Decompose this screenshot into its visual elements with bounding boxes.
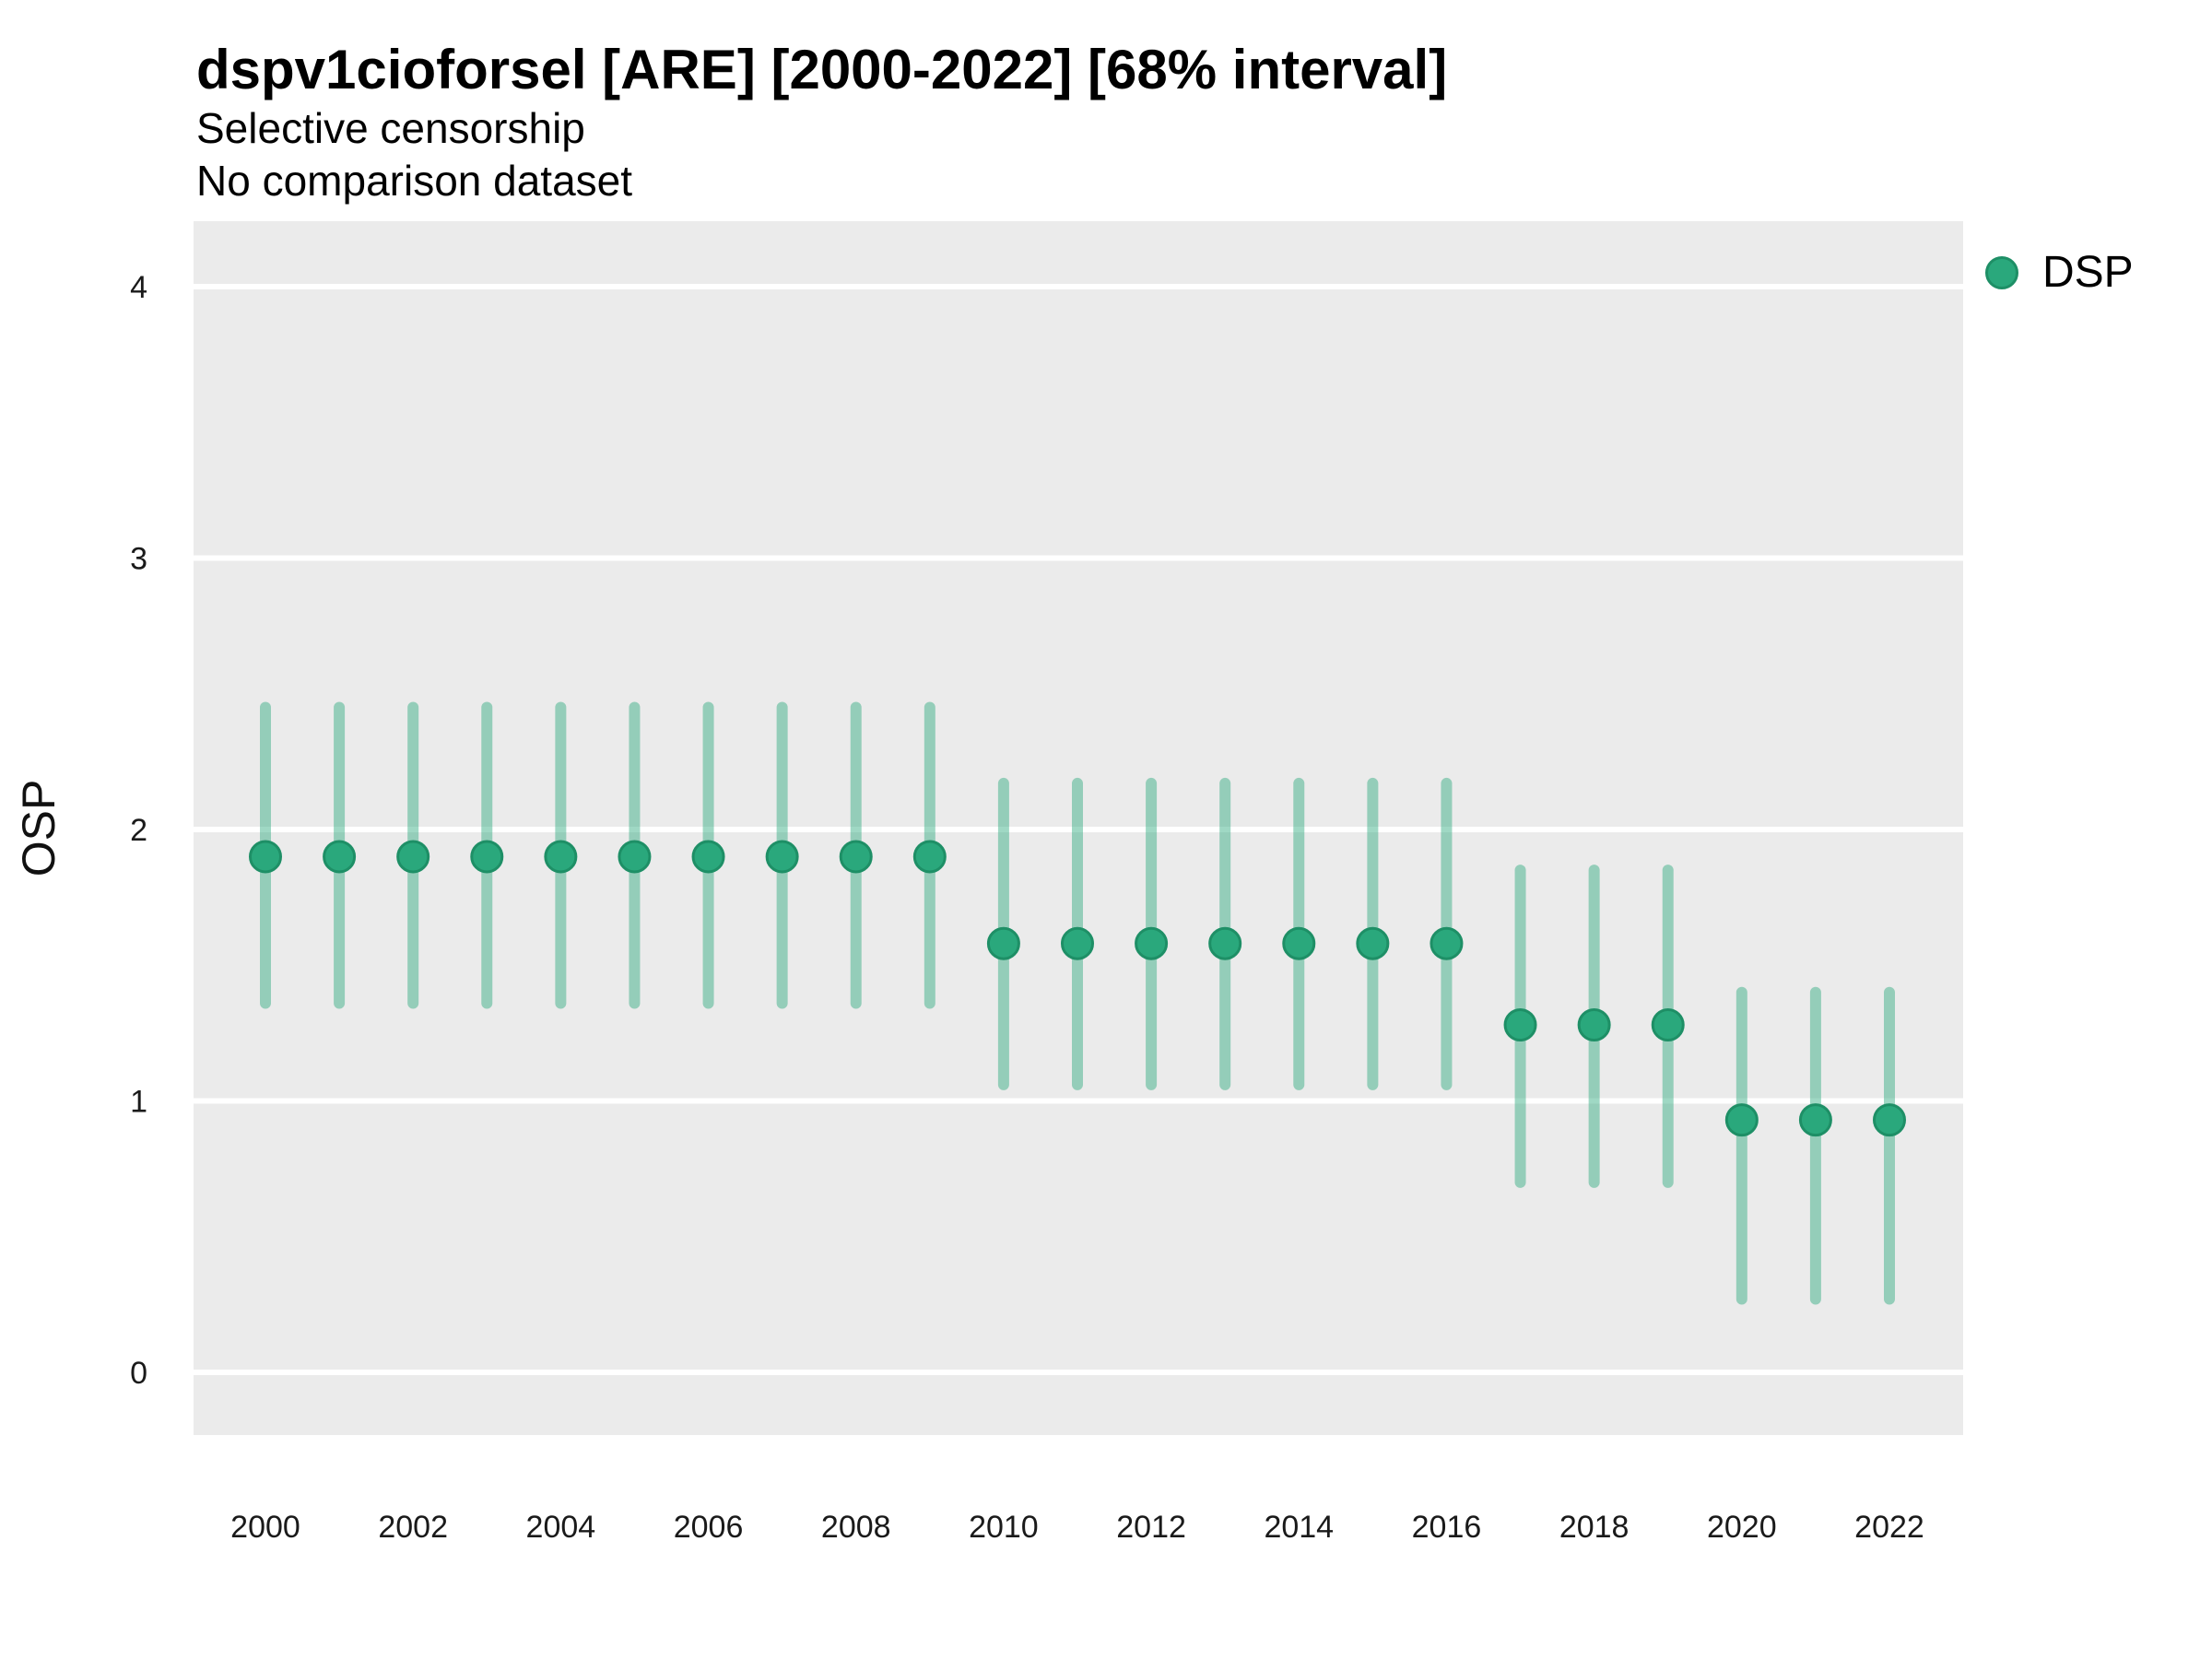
y-tick-label-3: 3 [130,542,147,577]
point-2014 [1282,926,1316,960]
x-tick-label-2004: 2004 [526,1510,596,1545]
point-2017 [1503,1008,1537,1042]
point-2011 [1061,926,1094,960]
x-tick-label-2016: 2016 [1412,1510,1482,1545]
point-2009 [912,840,947,874]
point-2007 [765,840,799,874]
x-tick-label-2012: 2012 [1116,1510,1186,1545]
point-2000 [249,840,282,874]
chart-subtitle: Selective censorship [196,104,585,152]
point-2006 [691,840,725,874]
point-2002 [396,840,430,874]
y-tick-label-2: 2 [130,813,147,848]
point-2022 [1873,1103,1906,1137]
x-tick-label-2006: 2006 [674,1510,744,1545]
legend-point-icon [1985,256,2018,289]
point-2005 [618,840,652,874]
y-tick-label-4: 4 [130,270,147,305]
point-2016 [1430,926,1464,960]
point-2010 [986,926,1020,960]
point-2012 [1135,926,1169,960]
x-tick-label-2002: 2002 [378,1510,448,1545]
point-2003 [470,840,504,874]
point-2001 [323,840,357,874]
x-tick-label-2000: 2000 [230,1510,300,1545]
x-tick-label-2022: 2022 [1854,1510,1924,1545]
point-2019 [1651,1008,1685,1042]
chart-title: dspv1cioforsel [ARE] [2000-2022] [68% in… [196,39,1448,100]
x-tick-label-2020: 2020 [1707,1510,1777,1545]
x-tick-label-2010: 2010 [969,1510,1039,1545]
y-tick-label-1: 1 [130,1085,147,1120]
point-2008 [839,840,873,874]
point-2018 [1577,1008,1611,1042]
x-tick-label-2008: 2008 [821,1510,891,1545]
point-2021 [1798,1103,1832,1137]
legend: DSP [1985,251,2134,295]
point-2004 [544,840,578,874]
x-tick-label-2018: 2018 [1559,1510,1630,1545]
point-2013 [1208,926,1242,960]
chart-note: No comparison dataset [196,157,633,205]
point-2015 [1356,926,1390,960]
x-tick-label-2014: 2014 [1264,1510,1334,1545]
point-2020 [1724,1103,1759,1137]
y-tick-label-0: 0 [130,1356,147,1391]
legend-label: DSP [2042,248,2134,297]
